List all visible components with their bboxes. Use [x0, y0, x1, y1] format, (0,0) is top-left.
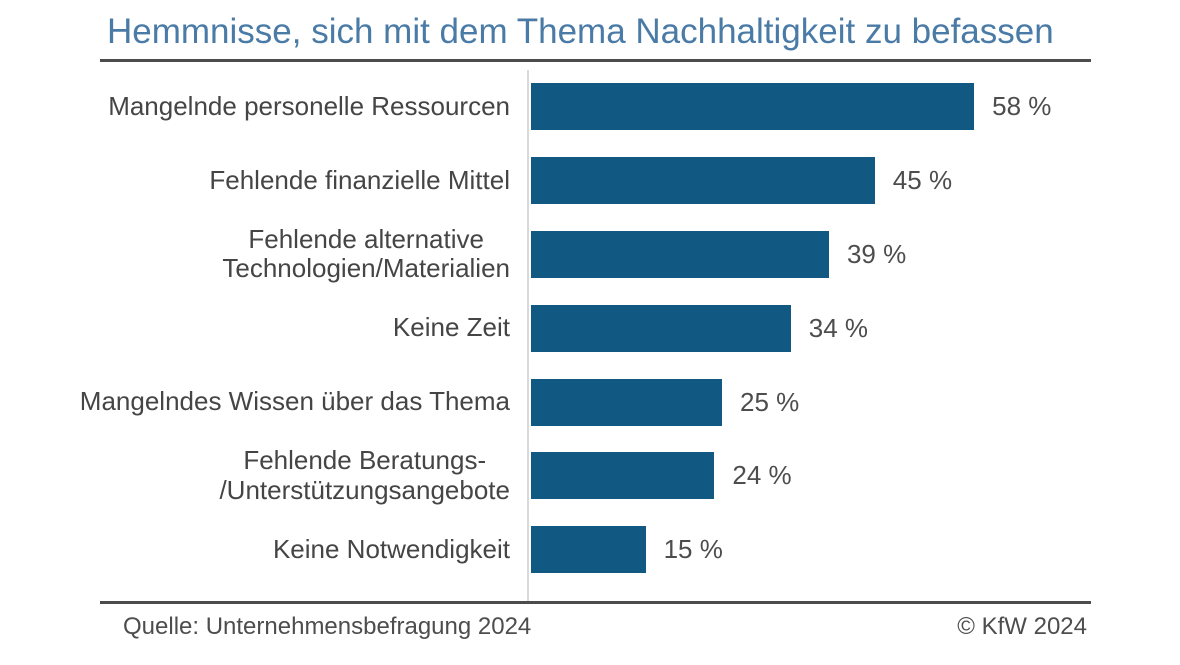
category-label: Fehlende Beratungs- /Unterstützungsangeb…	[219, 444, 510, 505]
chart-title: Hemmnisse, sich mit dem Thema Nachhaltig…	[107, 12, 1054, 51]
value-label: 45 %	[892, 165, 953, 196]
category-label: Keine Zeit	[392, 312, 510, 343]
category-label-cell: Keine Zeit	[0, 312, 531, 343]
value-label: 39 %	[846, 238, 907, 269]
value-label: 34 %	[808, 312, 869, 343]
bar-row: Fehlende Beratungs- /Unterstützungsangeb…	[0, 439, 1180, 513]
bar-row: Mangelnde personelle Ressourcen 58 %	[0, 70, 1180, 144]
value-label: 58 %	[992, 91, 1052, 122]
value-label: 25 %	[740, 386, 800, 417]
bar-row: Keine Zeit 34 %	[0, 291, 1180, 365]
bar-row: Mangelndes Wissen über das Thema 25 %	[0, 365, 1180, 439]
bar-rows: Mangelnde personelle Ressourcen 58 % Fehle…	[0, 70, 1180, 587]
bar-row: Fehlende alternative Technologien/Materi…	[0, 218, 1180, 292]
category-label: Mangelndes Wissen über das Thema	[79, 386, 510, 417]
bar	[531, 526, 646, 574]
y-axis-line	[527, 70, 529, 601]
category-label-cell: Fehlende alternative Technologien/Materi…	[0, 223, 531, 285]
category-label: Keine Notwendigkeit	[272, 533, 510, 564]
title-divider	[100, 59, 1091, 62]
bar	[531, 304, 791, 352]
bar	[531, 230, 829, 278]
bar-row: Keine Notwendigkeit 15 %	[0, 513, 1180, 587]
bar	[531, 83, 975, 131]
category-label-cell: Fehlende finanzielle Mittel	[0, 164, 531, 196]
category-label: Fehlende finanzielle Mittel	[209, 164, 510, 195]
bar-row: Fehlende finanzielle Mittel 45 %	[0, 144, 1180, 218]
category-label-cell: Fehlende Beratungs- /Unterstützungsangeb…	[0, 444, 531, 506]
category-label: Fehlende alternative Technologien/Materi…	[222, 223, 510, 284]
category-label: Mangelnde personelle Ressourcen	[108, 90, 510, 121]
footer-divider	[100, 601, 1091, 604]
value-label: 15 %	[663, 534, 723, 565]
bar	[531, 378, 722, 426]
value-label: 24 %	[732, 460, 792, 491]
category-label-cell: Mangelndes Wissen über das Thema	[0, 386, 531, 417]
source-note: Quelle: Unternehmensbefragung 2024	[123, 613, 532, 640]
copyright-note: © KfW 2024	[957, 613, 1087, 640]
bar	[531, 157, 875, 205]
category-label-cell: Keine Notwendigkeit	[0, 533, 531, 565]
category-label-cell: Mangelnde personelle Ressourcen	[0, 90, 531, 122]
bar	[531, 452, 715, 500]
